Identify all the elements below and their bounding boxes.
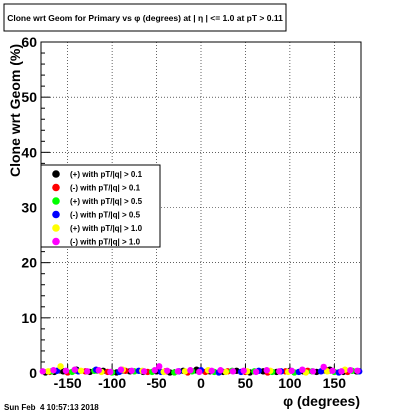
data-point	[95, 367, 102, 374]
data-point	[222, 368, 230, 376]
data-point	[309, 368, 317, 375]
data-point	[354, 367, 361, 374]
data-point	[62, 367, 70, 374]
chart-title: Clone wrt Geom for Primary vs φ (degrees…	[7, 13, 283, 23]
data-point	[44, 368, 52, 375]
legend-marker	[52, 197, 60, 205]
data-point	[263, 367, 270, 374]
legend-label: (-) with pT/|q| > 1.0	[70, 238, 141, 247]
legend-box	[40, 164, 161, 248]
data-point	[140, 368, 148, 375]
y-tick-label: 20	[21, 255, 37, 271]
y-tick-label: 10	[21, 310, 37, 326]
data-point	[77, 367, 85, 374]
data-point	[324, 368, 331, 375]
y-tick-label: 50	[21, 89, 37, 105]
data-point	[71, 366, 78, 373]
data-point	[117, 366, 125, 373]
legend-marker	[52, 224, 60, 232]
y-axis-label: Clone wrt Geom (%)	[7, 44, 23, 177]
data-point	[338, 368, 345, 375]
x-tick-label: 150	[323, 375, 347, 391]
legend-marker	[52, 183, 60, 192]
x-tick-label: -100	[98, 375, 126, 391]
data-point	[208, 367, 215, 374]
y-tick-label: 60	[21, 34, 37, 50]
data-point	[196, 368, 203, 376]
data-point	[164, 367, 171, 374]
data-point	[217, 367, 224, 374]
data-point	[174, 368, 182, 375]
data-point	[229, 368, 237, 375]
data-point	[320, 363, 327, 371]
legend-label: (-) with pT/|q| > 0.1	[70, 184, 141, 193]
x-axis-label: φ (degrees)	[283, 393, 360, 409]
data-point	[181, 368, 189, 375]
data-point	[252, 368, 260, 376]
legend-label: (-) with pT/|q| > 0.5	[70, 211, 141, 220]
data-point	[128, 367, 135, 374]
x-tick-label: -150	[54, 375, 82, 391]
y-tick-label: 40	[21, 144, 37, 160]
data-point	[240, 367, 247, 374]
y-tick-label: 30	[21, 200, 37, 216]
legend-marker	[52, 237, 60, 246]
legend: (+) with pT/|q| > 0.1 (-) with pT/|q| > 0…	[40, 164, 161, 248]
data-points	[39, 363, 363, 376]
data-point	[288, 367, 295, 374]
y-tick-label: 0	[29, 365, 37, 381]
legend-label: (+) with pT/|q| > 0.5	[70, 197, 143, 206]
title-box: Clone wrt Geom for Primary vs φ (degrees…	[3, 3, 287, 32]
data-point	[156, 363, 163, 370]
data-point	[39, 368, 46, 375]
legend-label: (+) with pT/|q| > 0.1	[70, 170, 143, 179]
legend-marker	[52, 210, 60, 219]
data-point	[57, 363, 64, 370]
data-point	[107, 368, 114, 376]
legend-label: (+) with pT/|q| > 1.0	[70, 224, 143, 233]
data-point	[50, 367, 57, 374]
data-point	[151, 367, 158, 374]
data-point	[187, 367, 194, 374]
x-tick-label: -50	[146, 375, 166, 391]
data-point	[276, 368, 283, 375]
x-tick-label: 50	[238, 375, 254, 391]
x-tick-label: 100	[278, 375, 302, 391]
data-point	[329, 367, 336, 374]
data-point	[84, 368, 91, 375]
data-point	[299, 366, 306, 373]
legend-marker	[52, 170, 60, 178]
x-tick-label: 0	[197, 375, 205, 391]
footer-timestamp: Sun Feb 4 10:57:13 2018	[4, 403, 99, 412]
data-point	[347, 367, 354, 374]
